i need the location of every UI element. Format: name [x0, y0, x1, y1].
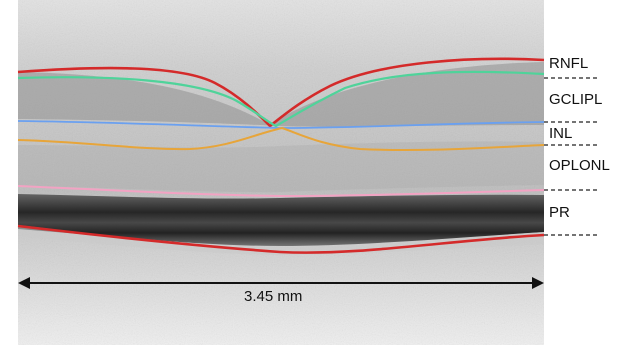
scale-bar-label: 3.45 mm	[244, 288, 303, 305]
scale-bar	[18, 277, 544, 289]
rnfl-top-line	[17, 57, 545, 128]
label-pr: PR	[549, 204, 570, 221]
inl-bottom-line	[17, 126, 545, 152]
pr-bottom-line	[17, 224, 545, 254]
rnfl-bottom-line	[17, 70, 545, 128]
label-gclipl: GCLIPL	[549, 91, 603, 108]
label-inl: INL	[549, 125, 573, 142]
oplonl-bottom-line	[17, 185, 545, 198]
label-oplonl: OPLONL	[549, 157, 610, 174]
label-rnfl: RNFL	[549, 55, 589, 72]
